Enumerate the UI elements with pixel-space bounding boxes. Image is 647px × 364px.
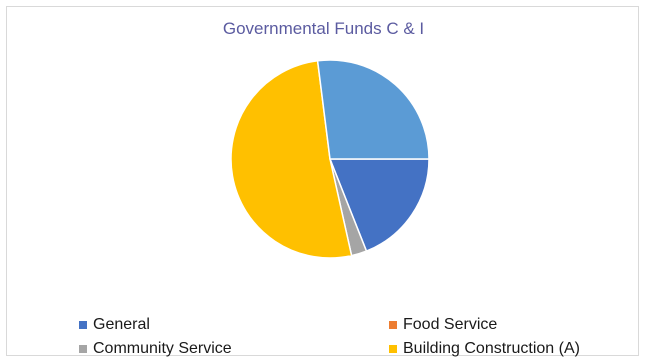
pie-chart [230, 59, 430, 259]
legend-label-building-construction: Building Construction (A) [403, 340, 580, 357]
legend-item-building-construction: Building Construction (A) [389, 340, 580, 358]
legend-item-food-service: Food Service [389, 316, 497, 334]
pie-slice-general [328, 158, 430, 253]
legend-label-food-service: Food Service [403, 316, 498, 333]
chart-title: Governmental Funds C & I [222, 19, 425, 38]
pie-slice-unlabeled [316, 59, 430, 160]
legend-swatch-food-service [389, 321, 397, 329]
legend-swatch-community-service [79, 345, 87, 353]
legend-swatch-general [79, 321, 87, 329]
legend-item-general: General [79, 316, 150, 334]
pie-slice-building-construction [230, 59, 353, 259]
legend-label-general: General [93, 316, 150, 333]
chart-area: Governmental Funds C & I General Food Se… [6, 6, 639, 358]
legend-swatch-building-construction [389, 345, 397, 353]
legend-label-community-service: Community Service [93, 340, 232, 357]
legend-item-community-service: Community Service [79, 340, 232, 358]
